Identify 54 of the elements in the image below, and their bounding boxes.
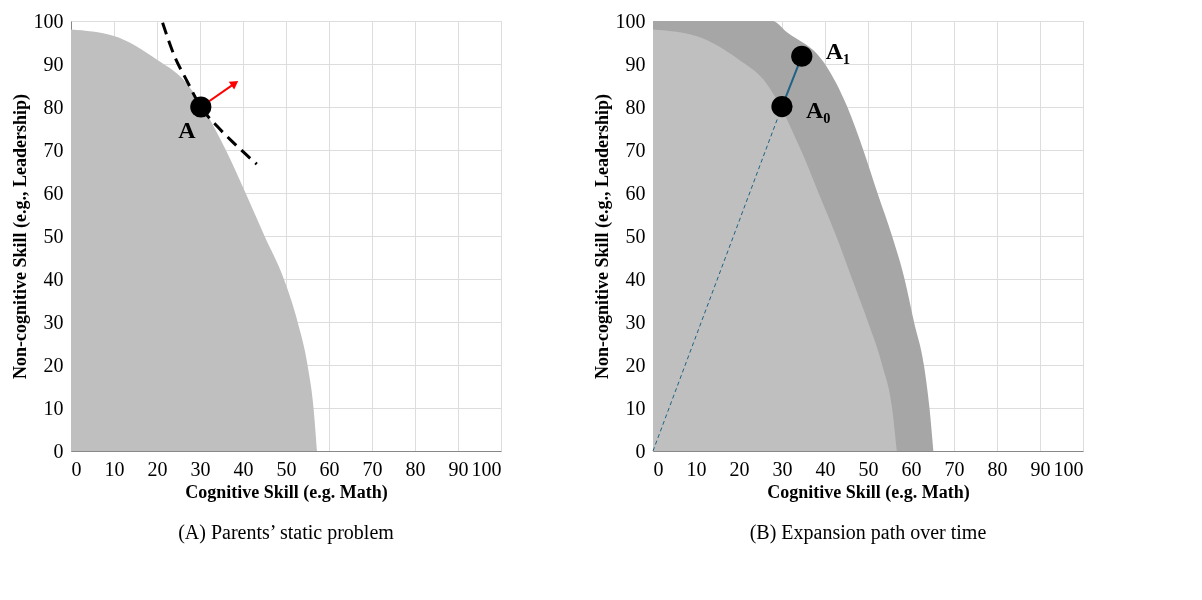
y-tick-label: 80 (43, 95, 64, 118)
y-tick-label: 30 (43, 310, 64, 333)
y-tick-label: 40 (625, 267, 646, 290)
y-axis-title: Non-cognitive Skill (e.g., Leadership) (9, 93, 31, 380)
x-tick-label: 100 (1053, 457, 1084, 480)
y-tick-label: 20 (43, 353, 64, 376)
y-tick-label: 10 (43, 396, 64, 419)
text: (A) Parents’ static problem (178, 521, 395, 544)
x-tick-label: 30 (190, 457, 211, 480)
y-tick-label: 0 (635, 439, 646, 462)
y-tick-label: 100 (33, 9, 64, 32)
x-tick-label: 80 (405, 457, 426, 480)
y-tick-label: 40 (43, 267, 64, 290)
x-tick-label: 100 (471, 457, 502, 480)
y-tick-label: 30 (625, 310, 646, 333)
x-tick-label: 40 (233, 457, 254, 480)
x-tick-label: 10 (686, 457, 707, 480)
x-tick-label: 20 (147, 457, 168, 480)
x-tick-label: 90 (448, 457, 469, 480)
x-tick-label: 60 (901, 457, 922, 480)
y-tick-label: 60 (625, 181, 646, 204)
annotation: A₀ (806, 96, 831, 123)
annotation: A (178, 117, 197, 143)
y-tick-label: 20 (625, 353, 646, 376)
y-tick-label: 0 (53, 439, 64, 462)
line-series (161, 21, 259, 166)
x-axis-title: Cognitive Skill (e.g. Math) (185, 481, 388, 503)
x-tick-label: 50 (276, 457, 297, 480)
y-tick-label: 80 (625, 95, 646, 118)
y-axis-title: Non-cognitive Skill (e.g., Leadership) (591, 93, 613, 380)
y-tick-label: 90 (43, 52, 64, 75)
x-tick-label: 20 (729, 457, 750, 480)
x-tick-label: 60 (319, 457, 340, 480)
x-tick-label: 40 (815, 457, 836, 480)
x-tick-label: 0 (71, 457, 82, 480)
x-tick-label: 90 (1030, 457, 1051, 480)
x-tick-label: 10 (104, 457, 125, 480)
x-axis-title: Cognitive Skill (e.g. Math) (767, 481, 970, 503)
x-tick-label: 70 (362, 457, 383, 480)
y-tick-label: 50 (43, 224, 64, 247)
y-tick-label: 10 (625, 396, 646, 419)
y-tick-label: 70 (625, 138, 646, 161)
x-tick-label: 70 (944, 457, 965, 480)
y-tick-label: 90 (625, 52, 646, 75)
x-tick-label: 30 (772, 457, 793, 480)
y-tick-label: 100 (615, 9, 646, 32)
x-tick-label: 80 (987, 457, 1008, 480)
annotation: A₁ (825, 38, 851, 65)
y-tick-label: 60 (43, 181, 64, 204)
y-tick-label: 70 (43, 138, 64, 161)
y-tick-label: 50 (625, 224, 646, 247)
x-tick-label: 50 (858, 457, 879, 480)
x-tick-label: 0 (653, 457, 664, 480)
text: (B) Expansion path over time (749, 521, 987, 544)
